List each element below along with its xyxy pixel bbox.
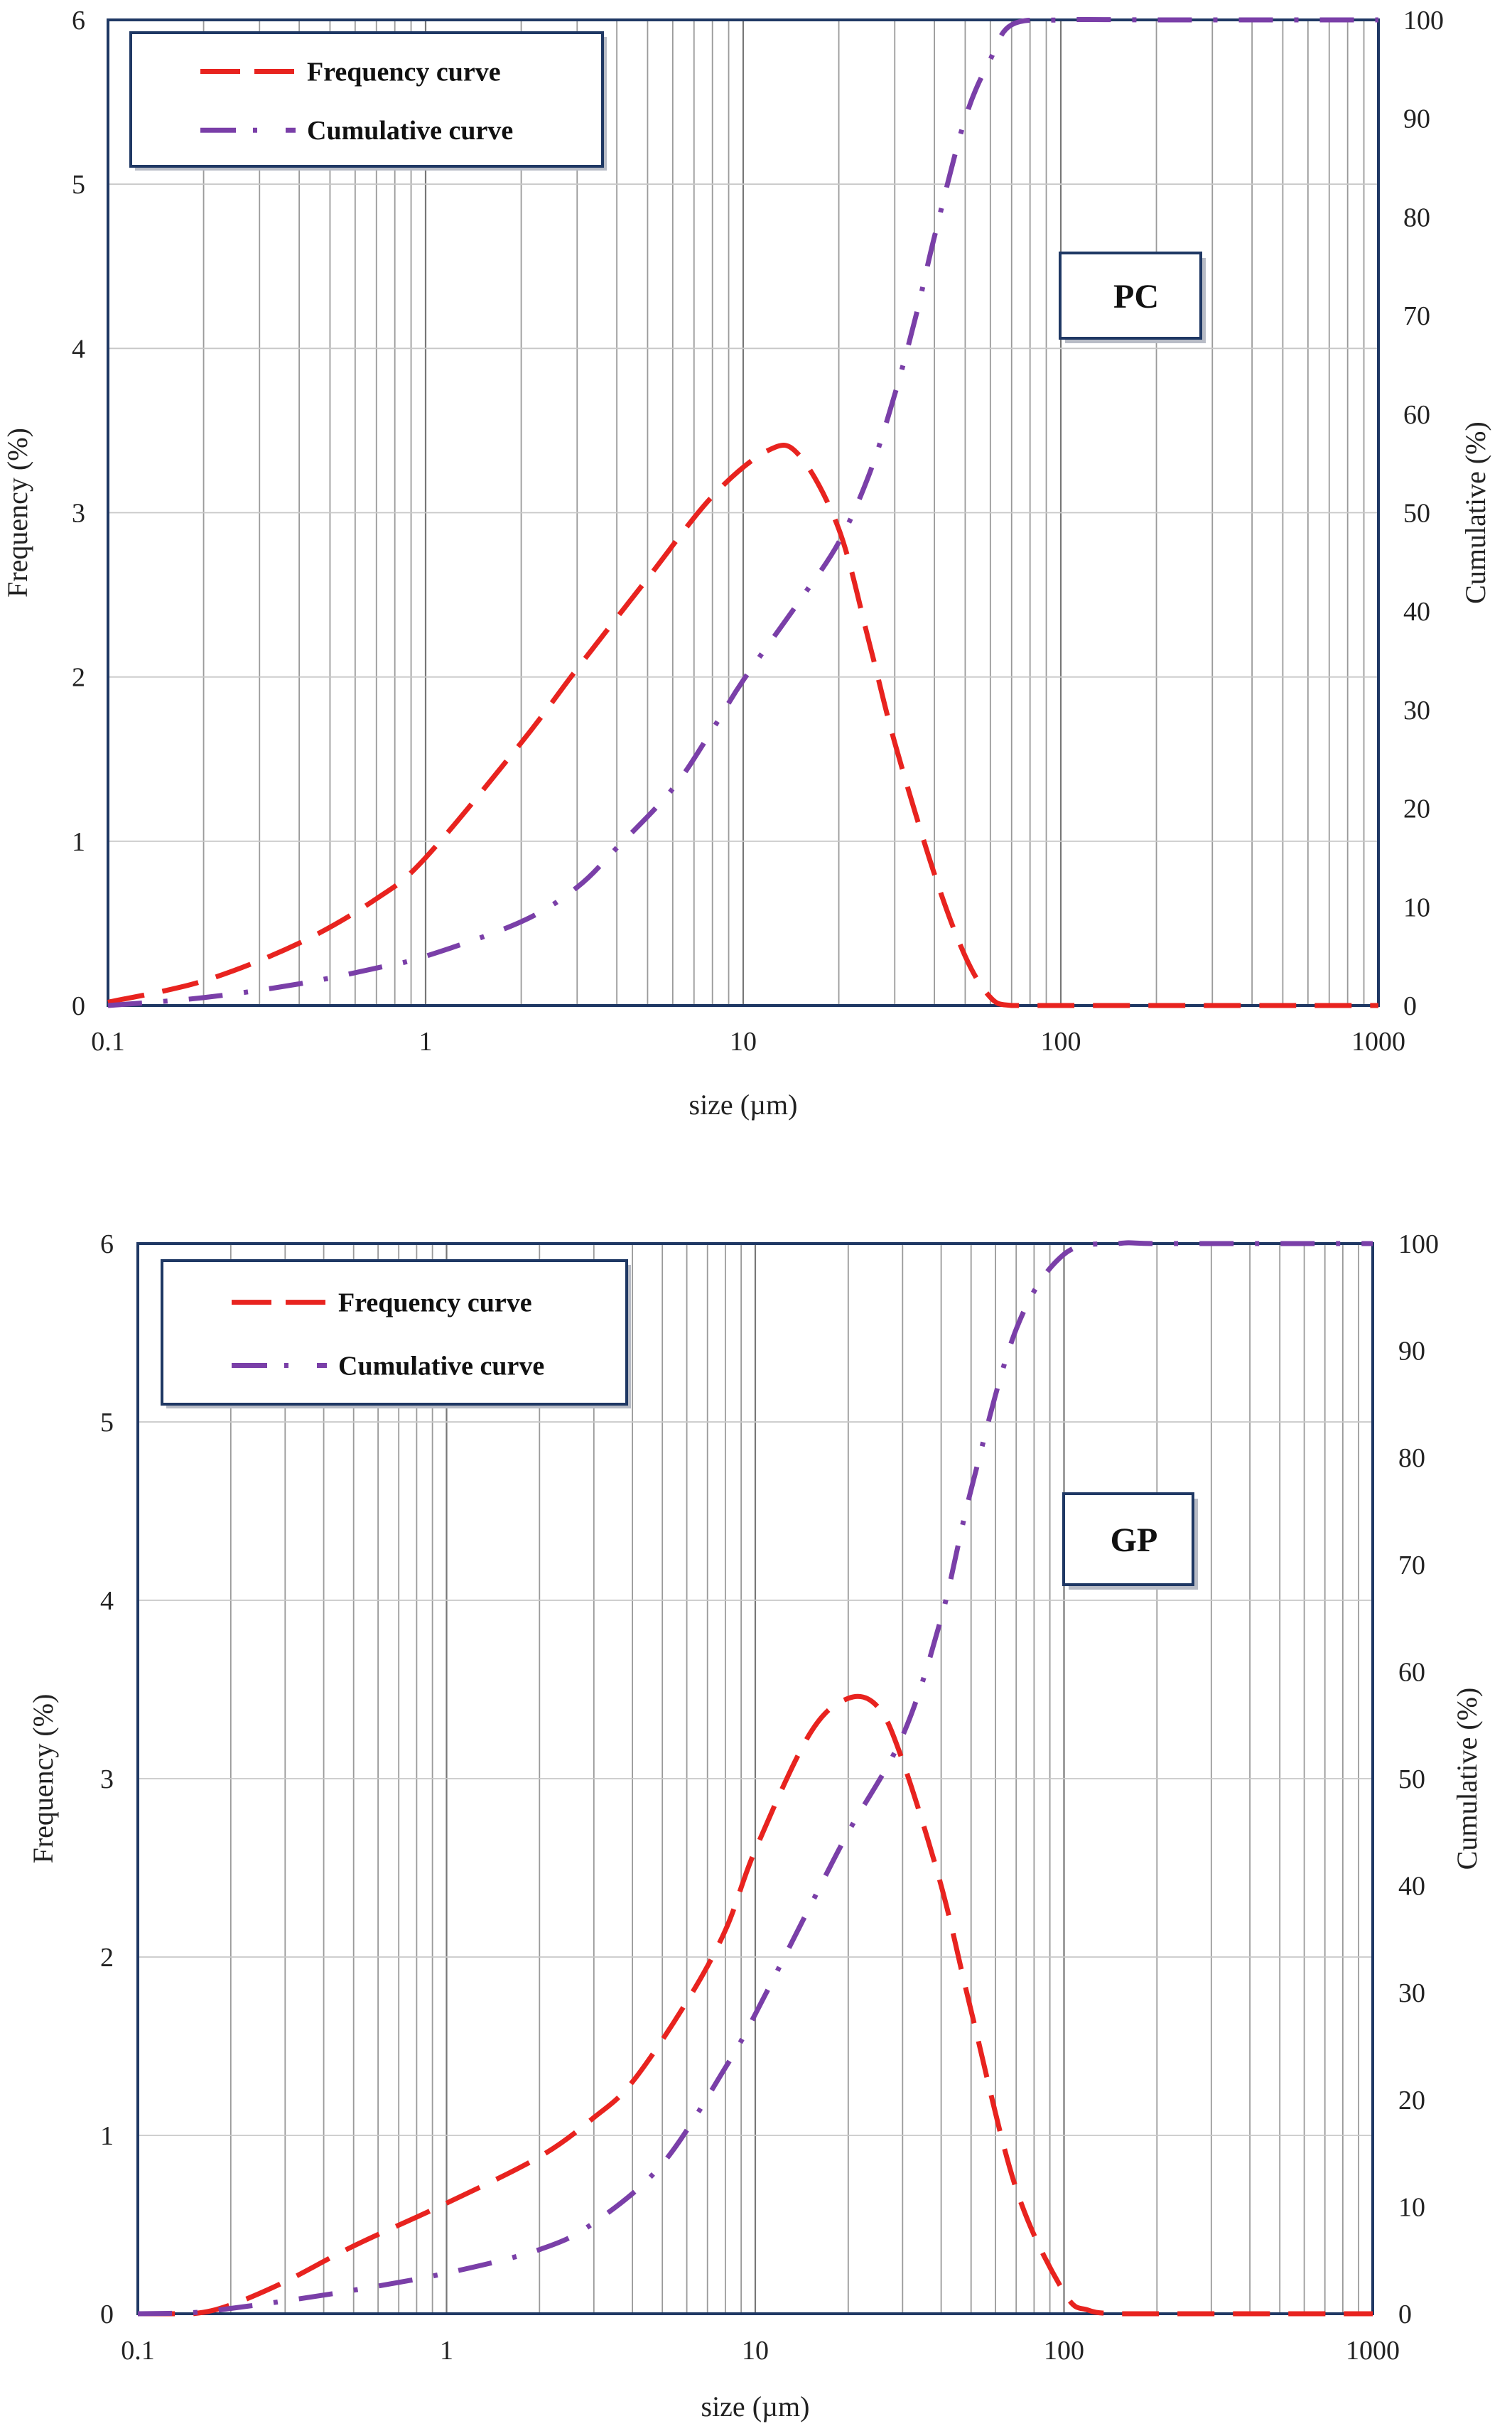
y-tick-label: 4: [100, 1586, 114, 1616]
panel-label: PC: [1059, 252, 1206, 343]
frequency-curve-line: [107, 443, 1378, 1008]
x-tick-label: 1000: [1346, 2336, 1400, 2366]
cumulative-curve-line: [137, 1240, 1373, 2317]
y-axis-title: Frequency (%): [27, 1694, 59, 1864]
y-tick-label: 3: [100, 1764, 114, 1794]
y2-tick-label: 60: [1398, 1657, 1425, 1687]
y-tick-label: 3: [72, 499, 85, 529]
panel-label: GP: [1062, 1492, 1198, 1590]
x-tick-label: 1000: [1351, 1027, 1405, 1057]
grid: [138, 1244, 1373, 2314]
y2-tick-label: 90: [1403, 104, 1430, 134]
y-tick-label: 6: [100, 1229, 114, 1259]
y2-axis-title: Cumulative (%): [1451, 1688, 1483, 1870]
x-tick-label: 1: [419, 1027, 433, 1057]
y-tick-label: 6: [72, 6, 85, 36]
y-tick-label: 2: [72, 663, 85, 693]
x-tick-label: 0.1: [121, 2336, 155, 2366]
y-tick-label: 2: [100, 1943, 114, 1973]
y2-tick-label: 60: [1403, 400, 1430, 430]
x-tick-label: 0.1: [91, 1027, 125, 1057]
y-tick-label: 5: [100, 1408, 114, 1438]
panel-label-text: PC: [1113, 278, 1159, 316]
y2-tick-label: 80: [1398, 1443, 1425, 1473]
y2-tick-label: 40: [1403, 597, 1430, 627]
frequency-curve-line: [137, 1693, 1373, 2317]
legend-box: [161, 1259, 628, 1406]
legend: Frequency curve Cumulative curve: [129, 31, 607, 171]
cumulative-curve-line: [107, 16, 1378, 1008]
x-tick-label: 100: [1044, 2336, 1084, 2366]
y-tick-label: 5: [72, 170, 85, 200]
y2-tick-label: 100: [1398, 1229, 1439, 1259]
legend-box: [129, 31, 604, 168]
plot-frame: [107, 18, 1380, 1007]
y-axis-title: Frequency (%): [1, 428, 33, 598]
legend-label: Cumulative curve: [338, 1351, 544, 1381]
y2-tick-label: 70: [1403, 301, 1430, 331]
y2-tick-label: 40: [1398, 1872, 1425, 1902]
panel-label-box: [1062, 1492, 1194, 1586]
x-axis-title: size (µm): [701, 2390, 810, 2422]
y2-tick-label: 10: [1398, 2192, 1425, 2222]
x-tick-label: 1: [440, 2336, 453, 2366]
y2-tick-label: 50: [1398, 1764, 1425, 1794]
y-tick-label: 0: [100, 2300, 114, 2329]
y2-tick-label: 70: [1398, 1551, 1425, 1580]
y2-tick-label: 20: [1403, 794, 1430, 824]
tick-labels: 0.1 1 10 100 1000012345601020304050607080901…: [100, 1229, 1439, 2366]
y-tick-label: 1: [72, 827, 85, 857]
y2-tick-label: 80: [1403, 203, 1430, 232]
chart-gp: 0.1 1 10 100 1000012345601020304050607080901…: [27, 1229, 1483, 2422]
legend-label: Frequency curve: [338, 1288, 532, 1318]
grid: [108, 20, 1378, 1006]
y-tick-label: 0: [72, 991, 85, 1021]
y2-tick-label: 20: [1398, 2086, 1425, 2115]
tick-labels: 0.1 1 10 100 1000012345601020304050607080901…: [72, 6, 1444, 1057]
y2-tick-label: 90: [1398, 1337, 1425, 1367]
y-tick-label: 1: [100, 2121, 114, 2151]
y2-tick-label: 10: [1403, 893, 1430, 922]
x-tick-label: 10: [742, 2336, 769, 2366]
y2-tick-label: 0: [1403, 991, 1417, 1021]
plot-frame: [136, 1242, 1374, 2315]
legend-label: Frequency curve: [307, 58, 501, 87]
y2-tick-label: 100: [1403, 6, 1444, 36]
panel-label-box: [1059, 252, 1202, 340]
chart-pc: 0.1 1 10 100 1000012345601020304050607080901…: [1, 6, 1491, 1121]
y2-axis-title: Cumulative (%): [1459, 421, 1491, 604]
legend-label: Cumulative curve: [307, 116, 513, 146]
legend: Frequency curve Cumulative curve: [161, 1259, 631, 1408]
y-tick-label: 4: [72, 334, 85, 364]
y2-tick-label: 0: [1398, 2300, 1412, 2329]
y2-tick-label: 30: [1403, 696, 1430, 726]
x-tick-label: 100: [1041, 1027, 1081, 1057]
y2-tick-label: 50: [1403, 499, 1430, 529]
y2-tick-label: 30: [1398, 1978, 1425, 2008]
x-axis-title: size (µm): [689, 1089, 798, 1121]
x-tick-label: 10: [730, 1027, 757, 1057]
panel-label-text: GP: [1111, 1521, 1158, 1559]
